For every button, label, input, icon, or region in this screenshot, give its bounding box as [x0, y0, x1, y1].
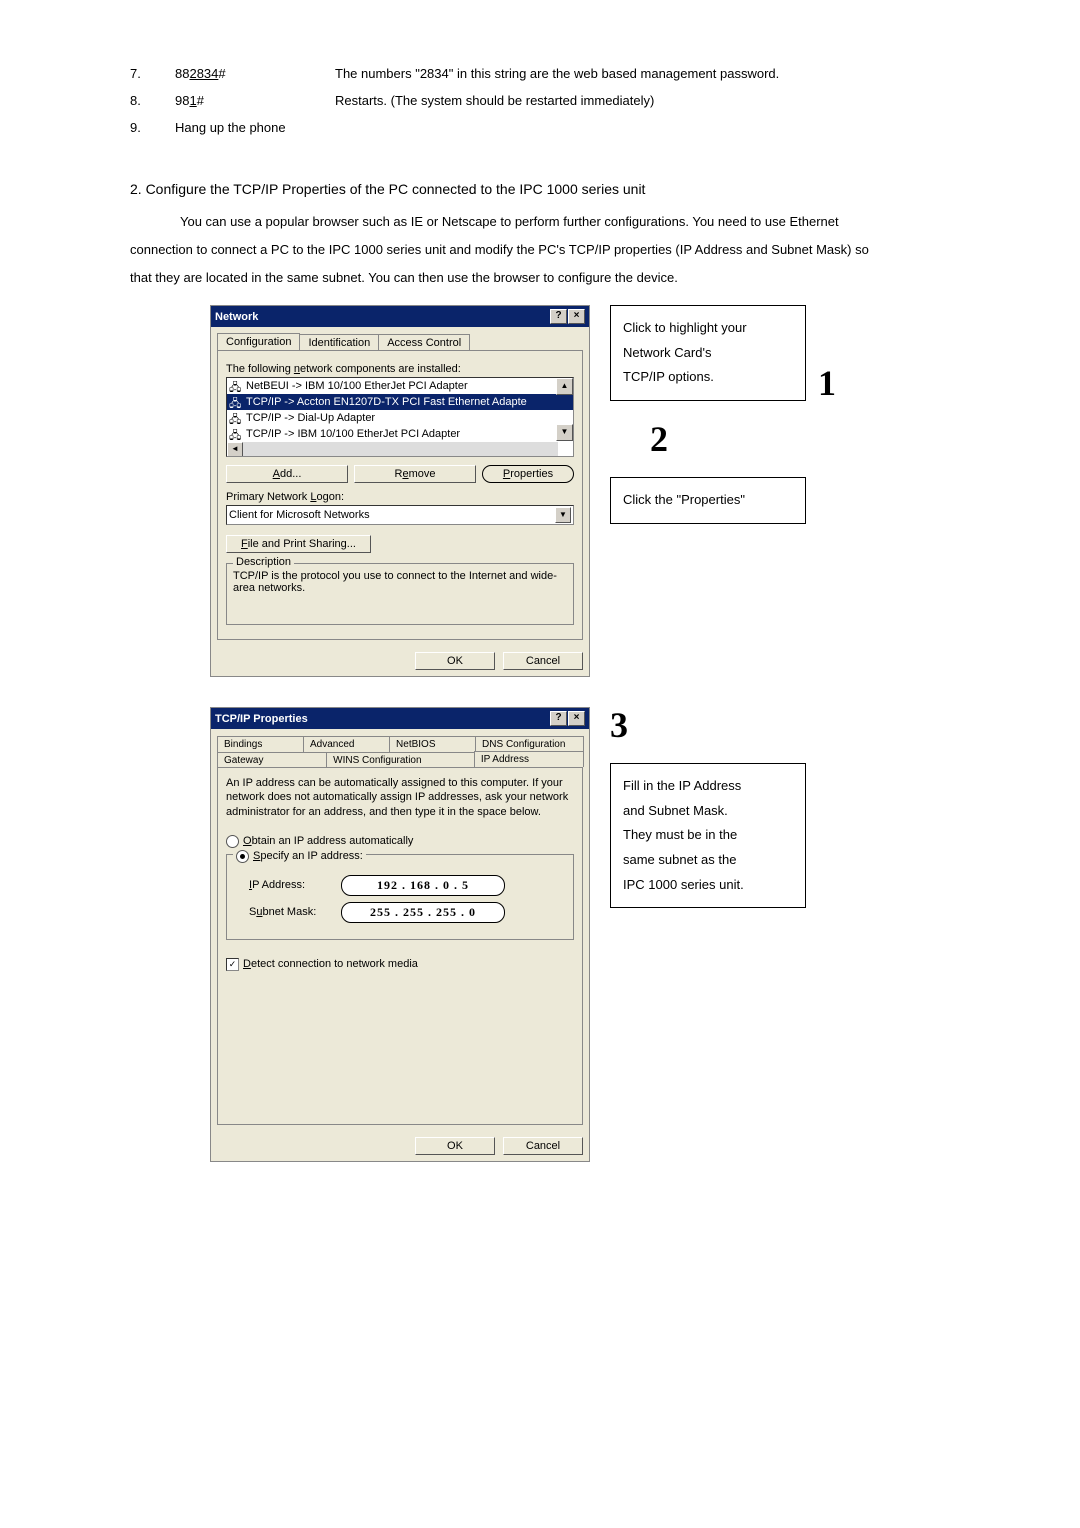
section-title: 2. Configure the TCP/IP Properties of th… [130, 181, 950, 197]
step-code: 882834# [175, 60, 335, 87]
tab-netbios[interactable]: NetBIOS [389, 736, 476, 752]
steps-list: 7. 882834# The numbers "2834" in this st… [130, 60, 950, 141]
cancel-button[interactable]: Cancel [503, 1137, 583, 1155]
tcpip-dialog: TCP/IP Properties ? × Bindings Advanced … [210, 707, 590, 1162]
tab-ipaddress[interactable]: IP Address [474, 751, 584, 767]
tab-wins[interactable]: WINS Configuration [326, 752, 475, 768]
step-row: 7. 882834# The numbers "2834" in this st… [130, 60, 950, 87]
file-print-sharing-button[interactable]: File and Print Sharing... [226, 535, 371, 553]
step-num: 9. [130, 114, 175, 141]
horizontal-scrollbar[interactable]: ◄ [227, 442, 558, 456]
list-label: The following network components are ins… [226, 363, 574, 375]
scroll-down-icon[interactable]: ▼ [556, 424, 573, 441]
radio-specify[interactable]: Specify an IP address: [233, 850, 366, 863]
step-number-1: 1 [818, 365, 836, 401]
description-text: TCP/IP is the protocol you use to connec… [233, 570, 567, 594]
adapter-icon: 🖧 [229, 411, 243, 425]
step-number-3: 3 [610, 707, 806, 743]
tab-bindings[interactable]: Bindings [217, 736, 304, 752]
subnet-mask-input[interactable]: 255 . 255 . 255 . 0 [341, 902, 505, 923]
adapter-icon: 🖧 [229, 379, 243, 393]
help-icon[interactable]: ? [550, 309, 567, 324]
close-icon[interactable]: × [568, 309, 585, 324]
help-icon[interactable]: ? [550, 711, 567, 726]
list-item: 🖧TCP/IP -> Dial-Up Adapter [227, 410, 573, 426]
adapter-icon: 🖧 [229, 427, 243, 441]
chevron-down-icon[interactable]: ▼ [555, 507, 571, 523]
scroll-up-icon[interactable]: ▲ [556, 378, 573, 395]
ok-button[interactable]: OK [415, 652, 495, 670]
mask-label: Subnet Mask: [249, 906, 329, 918]
window-title: TCP/IP Properties [215, 713, 308, 725]
ok-button[interactable]: OK [415, 1137, 495, 1155]
remove-button[interactable]: Remove [354, 465, 476, 483]
callout-2: Click the "Properties" [610, 477, 806, 524]
step-code: 981# [175, 87, 335, 114]
radio-icon [236, 850, 249, 863]
titlebar: TCP/IP Properties ? × [211, 708, 589, 729]
titlebar: Network ? × [211, 306, 589, 327]
paragraph-line: You can use a popular browser such as IE… [180, 209, 950, 235]
list-item: 🖧TCP/IP -> Accton EN1207D-TX PCI Fast Et… [227, 394, 573, 410]
paragraph-line: connection to connect a PC to the IPC 10… [130, 237, 950, 263]
primary-logon-select[interactable]: Client for Microsoft Networks ▼ [226, 505, 574, 525]
primary-logon-label: Primary Network Logon: [226, 491, 574, 503]
step-desc: The numbers "2834" in this string are th… [335, 60, 950, 87]
list-item: 🖧NetBEUI -> IBM 10/100 EtherJet PCI Adap… [227, 378, 573, 394]
step-desc: Restarts. (The system should be restarte… [335, 87, 950, 114]
ip-label: IP Address: [249, 879, 329, 891]
tab-dns[interactable]: DNS Configuration [475, 736, 584, 752]
step-row: 9. Hang up the phone [130, 114, 950, 141]
callout-1: Click to highlight your Network Card's T… [610, 305, 806, 401]
step-number-2: 2 [650, 421, 836, 457]
properties-button[interactable]: Properties [482, 465, 574, 483]
detect-checkbox-row[interactable]: ✓ Detect connection to network media [226, 958, 574, 971]
intro-text: An IP address can be automatically assig… [226, 776, 574, 819]
tab-access-control[interactable]: Access Control [378, 334, 470, 351]
tab-gateway[interactable]: Gateway [217, 752, 327, 768]
ip-address-input[interactable]: 192 . 168 . 0 . 5 [341, 875, 505, 896]
step-num: 7. [130, 60, 175, 87]
scroll-left-icon[interactable]: ◄ [227, 442, 243, 457]
components-listbox[interactable]: 🖧NetBEUI -> IBM 10/100 EtherJet PCI Adap… [226, 377, 574, 457]
step-code: Hang up the phone [175, 114, 950, 141]
paragraph-line: that they are located in the same subnet… [130, 265, 950, 291]
window-title: Network [215, 311, 258, 323]
radio-icon [226, 835, 239, 848]
description-legend: Description [233, 556, 294, 568]
step-row: 8. 981# Restarts. (The system should be … [130, 87, 950, 114]
tab-identification[interactable]: Identification [299, 334, 379, 351]
checkbox-icon: ✓ [226, 958, 239, 971]
tab-configuration[interactable]: Configuration [217, 333, 300, 350]
tab-advanced[interactable]: Advanced [303, 736, 390, 752]
close-icon[interactable]: × [568, 711, 585, 726]
protocol-icon: 🖧 [229, 395, 243, 409]
callout-3: Fill in the IP Address and Subnet Mask. … [610, 763, 806, 908]
step-num: 8. [130, 87, 175, 114]
radio-obtain-auto[interactable]: Obtain an IP address automatically [226, 835, 574, 848]
cancel-button[interactable]: Cancel [503, 652, 583, 670]
network-dialog: Network ? × Configuration Identification… [210, 305, 590, 677]
list-item: 🖧TCP/IP -> IBM 10/100 EtherJet PCI Adapt… [227, 426, 573, 442]
add-button[interactable]: Add... [226, 465, 348, 483]
